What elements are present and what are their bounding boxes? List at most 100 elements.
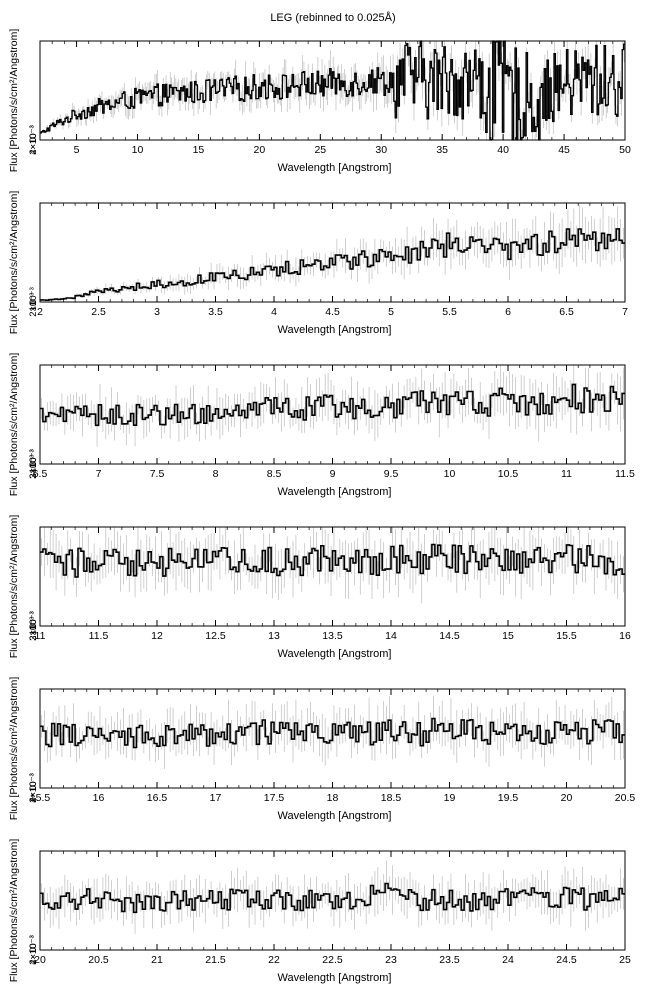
y-axis-label: Flux [Photons/s/cm²/Angstrom] xyxy=(8,191,20,335)
x-tick-label: 23 xyxy=(385,954,397,966)
x-tick-label: 19 xyxy=(444,792,456,804)
x-tick-label: 20 xyxy=(561,792,573,804)
x-tick-label: 11 xyxy=(35,630,46,642)
x-tick-label: 22.5 xyxy=(322,954,343,966)
x-tick-label: 10 xyxy=(444,468,456,480)
spectrum-line xyxy=(40,228,625,301)
x-tick-label: 20 xyxy=(254,144,266,156)
spectrum-panel: 5 10 15 20 25 30 35 40 45 50 02×10⁻³4×10⁻³ Waveleng… xyxy=(8,29,631,174)
x-tick-label: 11.5 xyxy=(89,630,109,642)
spectrum-line xyxy=(40,40,625,141)
x-tick-label: 30 xyxy=(375,144,387,156)
y-tick-label: 0 xyxy=(28,623,39,628)
y-tick-label: 2×10⁻³ xyxy=(28,611,39,641)
x-tick-label: 20.5 xyxy=(615,792,636,804)
x-tick-label: 24.5 xyxy=(556,954,577,966)
x-tick-label: 10.5 xyxy=(498,468,519,480)
x-tick-label: 7 xyxy=(96,468,102,480)
figure-title: LEG (rebinned to 0.025Å) xyxy=(270,11,395,24)
x-tick-label: 21.5 xyxy=(205,954,226,966)
x-tick-label: 15.5 xyxy=(30,792,51,804)
x-axis-label: Wavelength [Angstrom] xyxy=(278,324,392,336)
spectrum-panel: 11 11.5 12 12.5 13 13.5 14 14.5 15 15.5 16 010⁻³2×1… xyxy=(8,515,631,660)
x-tick-label: 6.5 xyxy=(559,306,574,318)
x-tick-label: 5.5 xyxy=(442,306,457,318)
x-tick-label: 18 xyxy=(327,792,339,804)
x-tick-label: 4.5 xyxy=(325,306,340,318)
y-axis-label: Flux [Photons/s/cm²/Angstrom] xyxy=(8,29,20,173)
y-tick-label: 3×10⁻³ xyxy=(28,449,39,479)
spectrum-panel: 15.5 16 16.5 17 17.5 18 18.5 19 19.5 20 20.5 02×10⁻… xyxy=(8,677,635,822)
x-tick-label: 35 xyxy=(436,144,448,156)
x-tick-label: 22 xyxy=(268,954,280,966)
x-tick-label: 15 xyxy=(193,144,205,156)
spectrum-line xyxy=(40,543,625,578)
x-tick-label: 23.5 xyxy=(439,954,460,966)
y-tick-label: 2×10⁻³ xyxy=(28,935,39,965)
x-tick-label: 18.5 xyxy=(381,792,402,804)
x-tick-label: 17 xyxy=(210,792,222,804)
x-axis-label: Wavelength [Angstrom] xyxy=(278,972,392,984)
x-tick-label: 5 xyxy=(74,144,80,156)
spectrum-panel: 2 2.5 3 3.5 4 4.5 5 5.5 6 6.5 7 010⁻³2×10⁻³ Waveleng… xyxy=(8,191,628,336)
x-axis-label: Wavelength [Angstrom] xyxy=(278,810,392,822)
x-tick-label: 17.5 xyxy=(264,792,285,804)
x-tick-label: 4 xyxy=(271,306,277,318)
x-tick-label: 6 xyxy=(505,306,511,318)
y-tick-label: 4×10⁻³ xyxy=(28,125,39,155)
x-axis-label: Wavelength [Angstrom] xyxy=(278,162,392,174)
spectrum-panel: 6.5 7 7.5 8 8.5 9 9.5 10 10.5 11 11.5 010⁻³2×10⁻³3×… xyxy=(8,353,635,498)
error-bars xyxy=(41,365,624,447)
y-tick-label: 10⁻³ xyxy=(28,455,39,474)
x-tick-label: 2 xyxy=(37,306,43,318)
y-tick-label: 10⁻³ xyxy=(28,293,39,312)
x-tick-label: 10 xyxy=(132,144,144,156)
x-tick-label: 12 xyxy=(151,630,163,642)
x-tick-label: 11.5 xyxy=(615,468,635,480)
x-tick-label: 40 xyxy=(497,144,509,156)
x-tick-label: 25 xyxy=(314,144,326,156)
x-tick-label: 25 xyxy=(619,954,631,966)
x-tick-label: 13 xyxy=(268,630,280,642)
y-tick-label: 0 xyxy=(28,947,39,952)
x-tick-label: 24 xyxy=(502,954,514,966)
y-axis-label: Flux [Photons/s/cm²/Angstrom] xyxy=(8,677,20,821)
y-tick-label: 2×10⁻³ xyxy=(28,125,39,155)
x-tick-label: 11 xyxy=(561,468,572,480)
x-tick-label: 9 xyxy=(330,468,336,480)
y-tick-label: 4×10⁻³ xyxy=(28,935,39,965)
x-tick-label: 8 xyxy=(213,468,219,480)
spectrum-panel: 20 20.5 21 21.5 22 22.5 23 23.5 24 24.5 25 02×10⁻³4… xyxy=(8,839,631,984)
x-axis-label: Wavelength [Angstrom] xyxy=(278,648,392,660)
x-tick-label: 6.5 xyxy=(33,468,48,480)
x-tick-label: 21 xyxy=(151,954,163,966)
y-tick-label: 10⁻³ xyxy=(28,617,39,636)
x-tick-label: 13.5 xyxy=(322,630,343,642)
x-tick-label: 15 xyxy=(502,630,514,642)
plot-frame xyxy=(39,850,626,951)
x-tick-label: 3 xyxy=(154,306,160,318)
y-tick-label: 2×10⁻³ xyxy=(28,287,39,317)
x-tick-label: 16.5 xyxy=(147,792,168,804)
x-tick-label: 16 xyxy=(93,792,105,804)
error-bars xyxy=(41,205,624,302)
x-tick-label: 50 xyxy=(619,144,631,156)
x-tick-label: 7 xyxy=(622,306,628,318)
x-axis-label: Wavelength [Angstrom] xyxy=(278,486,392,498)
x-tick-label: 8.5 xyxy=(267,468,282,480)
x-tick-label: 14.5 xyxy=(439,630,460,642)
x-tick-label: 45 xyxy=(558,144,570,156)
x-tick-label: 2.5 xyxy=(91,306,106,318)
x-tick-label: 20.5 xyxy=(88,954,109,966)
y-axis-label: Flux [Photons/s/cm²/Angstrom] xyxy=(8,839,20,983)
x-tick-label: 16 xyxy=(619,630,631,642)
y-axis-label: Flux [Photons/s/cm²/Angstrom] xyxy=(8,353,20,497)
y-tick-label: 0 xyxy=(28,785,39,790)
y-tick-label: 3×10⁻³ xyxy=(28,611,39,641)
y-tick-label: 0 xyxy=(28,137,39,142)
x-tick-label: 19.5 xyxy=(498,792,519,804)
x-tick-label: 20 xyxy=(34,954,46,966)
plot-frame xyxy=(39,526,626,627)
spectrum-line xyxy=(40,717,625,749)
